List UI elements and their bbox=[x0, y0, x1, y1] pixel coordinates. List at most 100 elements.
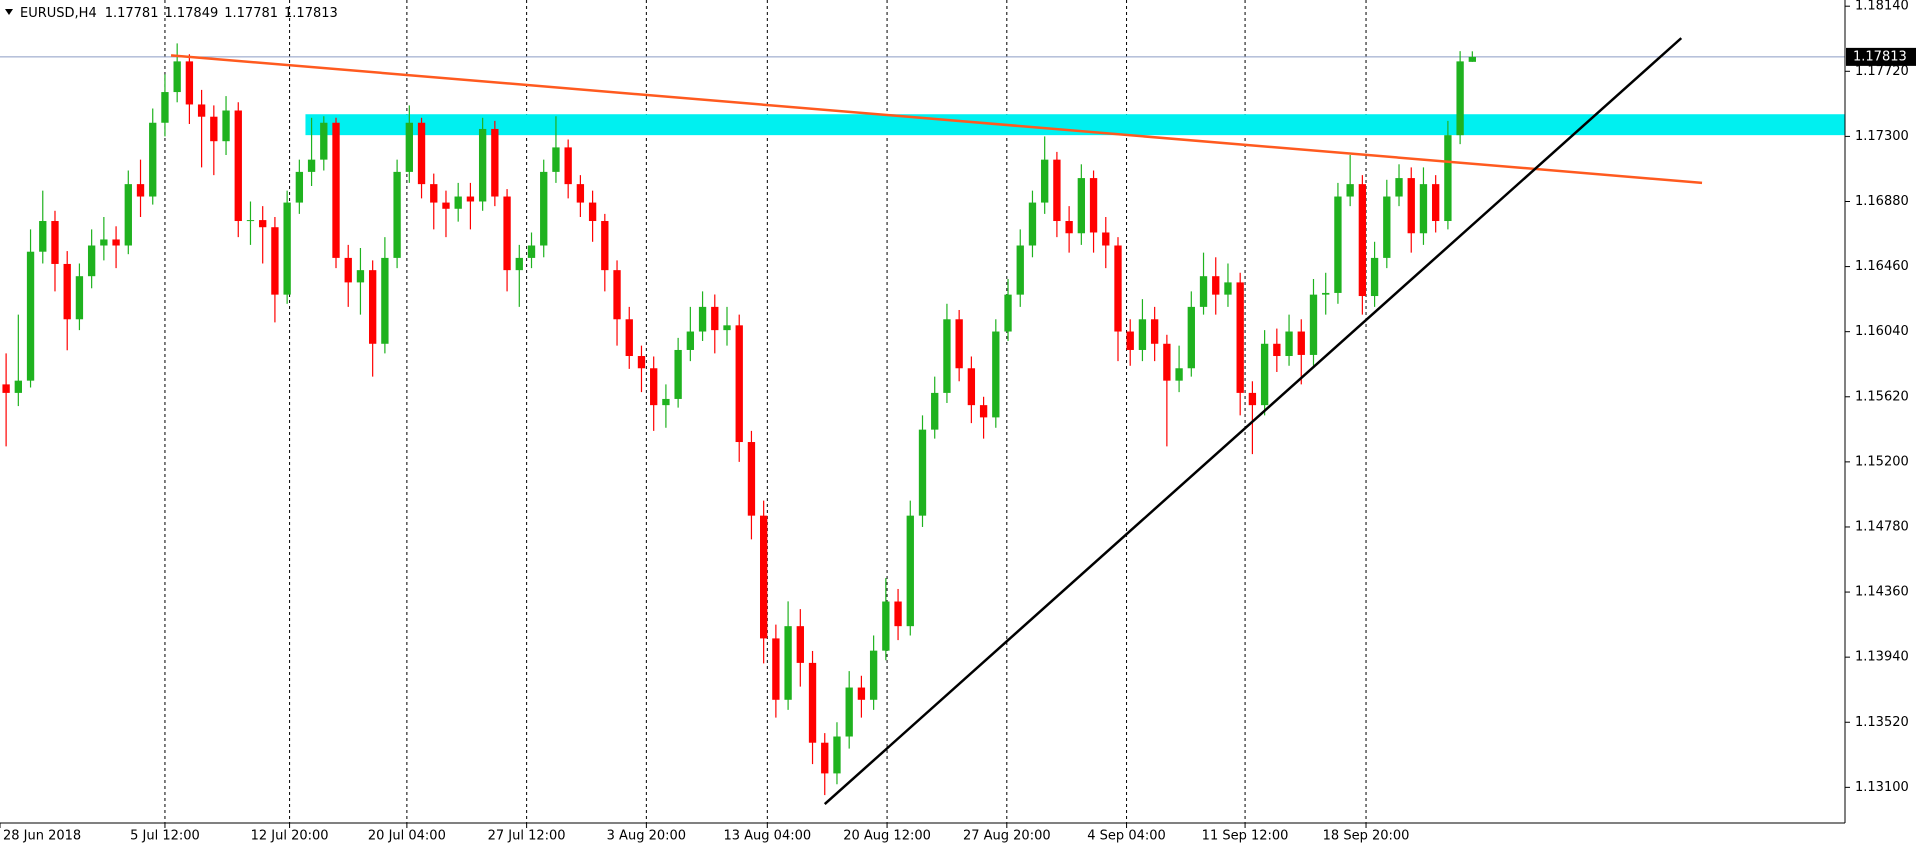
price-box-label: 1.17813 bbox=[1853, 49, 1907, 64]
candle-body bbox=[1346, 184, 1354, 197]
header-open: 1.17781 bbox=[105, 6, 159, 21]
candle-body bbox=[869, 650, 878, 700]
candle-body bbox=[491, 128, 499, 197]
y-tick-label: 1.13940 bbox=[1855, 650, 1909, 665]
candle-body bbox=[271, 227, 279, 295]
y-tick-label: 1.13100 bbox=[1855, 780, 1909, 795]
candle-body bbox=[417, 122, 426, 185]
candle-body bbox=[1089, 178, 1098, 233]
candle-body bbox=[625, 319, 633, 357]
trendlines bbox=[170, 37, 1703, 806]
header-high: 1.17849 bbox=[164, 6, 218, 21]
candle-body bbox=[711, 306, 719, 331]
candle-body bbox=[662, 398, 670, 406]
candle-body bbox=[576, 184, 585, 203]
candle-body bbox=[1309, 294, 1318, 355]
x-tick-label: 27 Aug 20:00 bbox=[963, 829, 1051, 844]
candle-body bbox=[295, 171, 304, 203]
candle-body bbox=[1419, 184, 1428, 234]
y-tick-label: 1.15620 bbox=[1855, 389, 1909, 404]
chart-header: EURUSD,H4 1.17781 1.17849 1.17781 1.17813 bbox=[20, 6, 338, 21]
candle-body bbox=[124, 184, 132, 246]
candle-body bbox=[1126, 331, 1134, 350]
y-tick-label: 1.17300 bbox=[1855, 129, 1909, 144]
candle-body bbox=[234, 110, 242, 222]
candle-body bbox=[87, 245, 96, 277]
candle-body bbox=[454, 196, 462, 209]
candle-body bbox=[637, 356, 646, 369]
candle-body bbox=[344, 257, 352, 283]
y-tick-label: 1.16880 bbox=[1855, 194, 1909, 209]
candle-body bbox=[356, 270, 365, 283]
candle-body bbox=[1383, 196, 1391, 258]
candle-body bbox=[39, 221, 47, 252]
x-tick-label: 27 Jul 12:00 bbox=[488, 829, 566, 844]
candle-body bbox=[540, 171, 548, 246]
candle-body bbox=[759, 515, 768, 639]
candle-body bbox=[808, 662, 817, 743]
candle-body bbox=[882, 601, 890, 651]
candles bbox=[2, 43, 1476, 796]
y-tick-label: 1.17720 bbox=[1855, 64, 1909, 79]
candle-body bbox=[75, 276, 84, 320]
candle-body bbox=[1114, 245, 1122, 332]
candle-body bbox=[515, 257, 523, 271]
y-tick-label: 1.16040 bbox=[1855, 324, 1909, 339]
y-tick-label: 1.18140 bbox=[1855, 0, 1909, 14]
grid bbox=[164, 0, 1367, 823]
menu-triangle bbox=[5, 9, 13, 15]
candle-body bbox=[1260, 343, 1269, 406]
candle-body bbox=[1065, 221, 1073, 234]
candle-body bbox=[784, 626, 792, 700]
header-close: 1.17813 bbox=[284, 6, 338, 21]
candle-body bbox=[1334, 196, 1342, 293]
candle-body bbox=[1212, 276, 1220, 295]
candle-body bbox=[1028, 202, 1037, 246]
candle-body bbox=[185, 61, 194, 105]
x-tick-label: 18 Sep 20:00 bbox=[1323, 829, 1410, 844]
candle-body bbox=[197, 104, 206, 117]
candle-body bbox=[1150, 319, 1159, 344]
candle-body bbox=[320, 122, 328, 160]
candle-body bbox=[136, 184, 145, 197]
candle-body bbox=[1297, 331, 1305, 355]
x-tick-label: 5 Jul 12:00 bbox=[130, 829, 200, 844]
candle-body bbox=[381, 257, 389, 344]
candle-body bbox=[332, 122, 340, 258]
candle-body bbox=[478, 128, 487, 202]
candle-body bbox=[1407, 178, 1415, 234]
candle-body bbox=[1053, 159, 1061, 222]
candle-body bbox=[1322, 292, 1330, 295]
candle-body bbox=[979, 405, 988, 418]
candle-body bbox=[527, 245, 536, 258]
candle-body bbox=[100, 239, 108, 246]
candle-body bbox=[1199, 276, 1208, 307]
candle-body bbox=[2, 384, 10, 393]
candle-body bbox=[1273, 343, 1281, 357]
candle-body bbox=[1163, 343, 1171, 381]
candle-body bbox=[405, 122, 413, 172]
candle-body bbox=[1236, 282, 1244, 393]
y-tick-label: 1.14780 bbox=[1855, 519, 1909, 534]
candle-body bbox=[857, 687, 866, 700]
candle-body bbox=[650, 368, 658, 406]
candle-body bbox=[1285, 331, 1293, 357]
candle-body bbox=[430, 184, 438, 203]
candle-body bbox=[1004, 294, 1012, 332]
candle-body bbox=[1444, 135, 1452, 222]
x-tick-label: 11 Sep 12:00 bbox=[1202, 829, 1289, 844]
candle-body bbox=[918, 429, 927, 516]
candle-body bbox=[698, 306, 707, 332]
candle-body bbox=[112, 239, 120, 246]
candle-body bbox=[821, 742, 829, 774]
x-tick-label: 20 Aug 12:00 bbox=[843, 829, 931, 844]
candle-body bbox=[1077, 178, 1086, 234]
candle-body bbox=[222, 110, 230, 142]
header-low: 1.17781 bbox=[224, 6, 278, 21]
y-tick-label: 1.13520 bbox=[1855, 715, 1909, 730]
candle-body bbox=[393, 171, 401, 258]
candle-body bbox=[588, 202, 597, 222]
